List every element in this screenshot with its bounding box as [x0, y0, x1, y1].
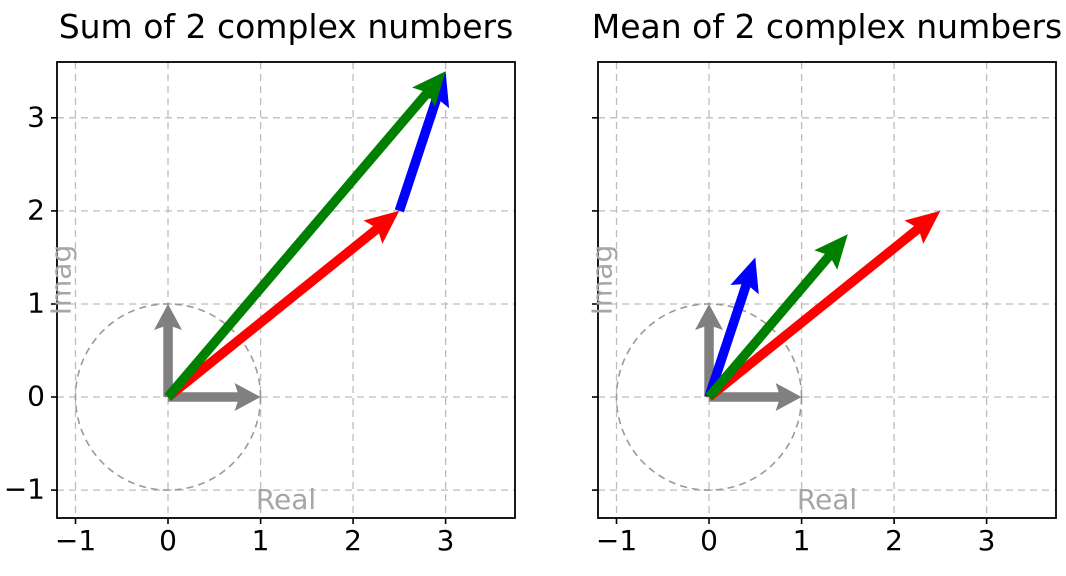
left-plot-ylabel: Imag	[44, 244, 78, 316]
right-plot-ylabel: Imag	[585, 244, 619, 316]
left-plot-title: Sum of 2 complex numbers	[58, 7, 514, 46]
right-plot-xtick-label: −1	[595, 524, 638, 557]
left-plot-border	[56, 61, 516, 519]
left-plot-ytick-label: 1	[27, 286, 45, 320]
left-plot-xlabel: Real	[255, 483, 317, 516]
right-plot-vector-z1	[706, 210, 941, 401]
left-plot-imag-unit-arrow	[154, 304, 182, 397]
left-plot-vector-sum	[164, 71, 446, 401]
right-plot-border	[597, 61, 1057, 519]
left-plot-ytick-label: 3	[27, 100, 45, 134]
right-plot-vector-mean	[705, 234, 848, 401]
right-plot-xtick-label: 3	[977, 524, 996, 557]
right-plot-xtick-label: 0	[700, 524, 718, 557]
left-plot-ytick-label: 0	[27, 379, 45, 413]
right-plot-real-unit-arrow	[709, 383, 802, 411]
left-plot-vector-z2	[394, 71, 450, 213]
left-plot-xtick-label: 1	[251, 524, 270, 557]
left-plot-ytick-label: 2	[27, 193, 45, 227]
left-plot-xtick-label: −1	[54, 524, 97, 557]
left-plot-vector-z1	[165, 210, 400, 401]
right-plot-title: Mean of 2 complex numbers	[591, 7, 1063, 46]
right-plot-xtick-label: 2	[885, 524, 903, 557]
left-plot-ytick-label: −1	[3, 472, 45, 506]
right-plot-imag-unit-arrow	[695, 304, 723, 397]
left-plot-xtick-label: 2	[344, 524, 362, 557]
right-plot-xtick-label: 1	[792, 524, 811, 557]
left-plot-real-unit-arrow	[168, 383, 261, 411]
left-plot-xtick-label: 0	[159, 524, 177, 557]
right-plot-vector-z2	[704, 257, 759, 399]
right-plot-xlabel: Real	[796, 483, 858, 516]
left-plot-xtick-label: 3	[436, 524, 455, 557]
